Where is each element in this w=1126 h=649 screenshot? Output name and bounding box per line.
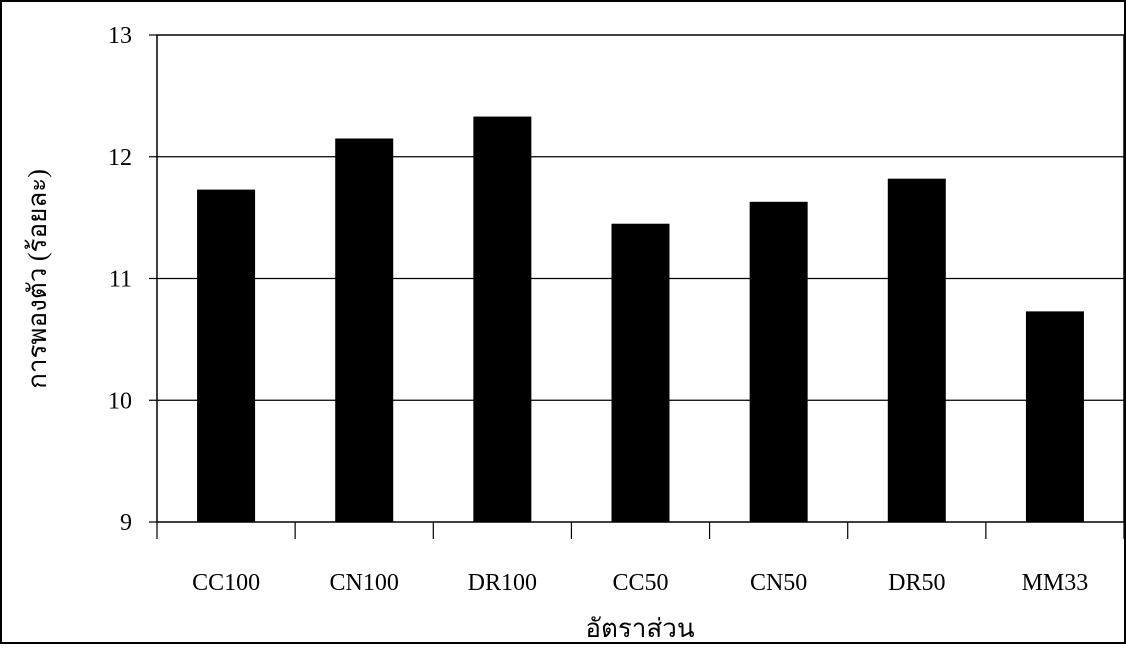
bar-mm33: [1025, 311, 1084, 522]
y-axis-title: การพองตัว (ร้อยละ): [23, 169, 52, 389]
y-tick-label: 9: [120, 510, 132, 536]
x-tick-label: CN100: [330, 570, 399, 596]
x-tick-labels: CC100 CN100 DR100 CC50 CN50 DR50 MM33: [192, 570, 1088, 596]
axes: [149, 34, 1125, 539]
y-tick-label: 10: [108, 388, 132, 414]
x-tick-label: MM33: [1022, 570, 1089, 596]
x-tick-label: CC50: [612, 570, 668, 596]
y-tick-label: 11: [109, 267, 132, 293]
x-tick-label: DR50: [888, 570, 945, 596]
x-tick-label: DR100: [468, 570, 537, 596]
bar-cn100: [335, 138, 394, 523]
bars: [197, 116, 1084, 523]
bar-cc50: [611, 223, 670, 522]
bar-dr50: [887, 178, 946, 523]
x-tick-label: CC100: [192, 570, 260, 596]
x-tick-label: CN50: [750, 570, 807, 596]
y-tick-labels: 9 10 11 12 13: [108, 23, 132, 536]
y-tick-label: 13: [108, 23, 132, 49]
y-tick-label: 12: [108, 145, 132, 171]
bar-cc100: [197, 189, 256, 522]
bar-cn50: [749, 201, 808, 523]
bar-dr100: [473, 116, 532, 522]
x-axis-title: อัตราส่วน: [585, 614, 695, 643]
